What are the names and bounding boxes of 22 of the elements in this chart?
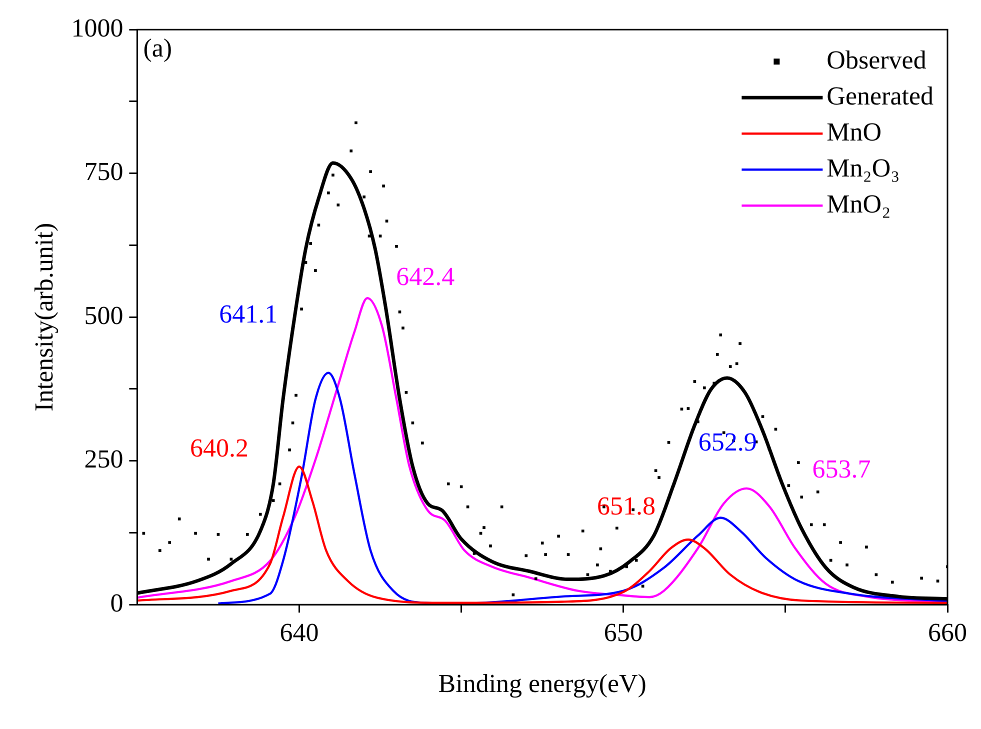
annotation: 651.8	[596, 491, 656, 520]
annotation: 652.9	[698, 428, 757, 457]
x-tick-label: 660	[928, 618, 967, 648]
annotation: (a)	[143, 33, 172, 62]
y-tick-label: 250	[84, 444, 124, 474]
legend-label: Mn₂O₃	[826, 153, 900, 182]
y-axis-title: Intensity(arb.unit)	[29, 222, 58, 412]
x-axis-title: Binding energy(eV)	[438, 669, 646, 698]
legend-label: Generated	[826, 81, 934, 110]
y-tick-label: 750	[84, 157, 124, 186]
legend-label: MnO	[826, 117, 882, 146]
y-tick-label: 1000	[71, 13, 124, 42]
x-tick-label: 640	[280, 618, 319, 648]
annotation: 641.1	[219, 300, 278, 329]
x-tick-label: 650	[604, 618, 643, 648]
y-tick-label: 0	[110, 588, 124, 618]
legend-label: MnO₂	[826, 189, 891, 218]
legend-label: Observed	[826, 45, 926, 74]
annotation: 640.2	[190, 433, 249, 462]
annotation: 642.4	[396, 262, 455, 291]
y-tick-label: 500	[84, 300, 124, 330]
annotation: 653.7	[812, 454, 871, 484]
